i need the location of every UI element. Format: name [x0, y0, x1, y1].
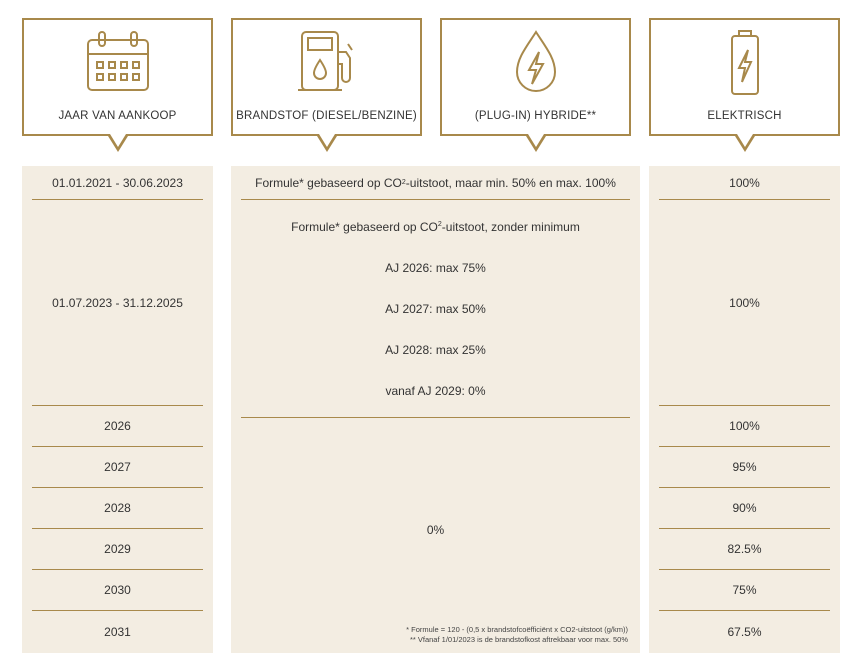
- footnote-formula: * Formule = 120 - (0,5 x brandstofcoëffi…: [406, 625, 628, 634]
- aj-2028-line: AJ 2028: max 25%: [385, 342, 486, 357]
- formula-text-a: Formule* gebaseerd op CO: [255, 175, 402, 190]
- aj-2029-line: vanaf AJ 2029: 0%: [385, 383, 486, 398]
- fuel-hybrid-column: Formule* gebaseerd op CO 2 -uitstoot, maar…: [231, 166, 640, 653]
- electric-cell: 90%: [659, 488, 830, 529]
- header-hybrid: (PLUG-IN) HYBRIDE**: [440, 18, 631, 152]
- year-cell: 01.07.2023 - 31.12.2025: [32, 200, 203, 406]
- aj-2026-line: AJ 2026: max 75%: [385, 260, 486, 275]
- header-notch: [107, 134, 128, 152]
- header-fuel-label: BRANDSTOF (DIESEL/BENZINE): [236, 110, 417, 122]
- battery-icon: [730, 30, 759, 95]
- header-fuel: BRANDSTOF (DIESEL/BENZINE): [231, 18, 422, 152]
- co2-subscript: 2: [437, 220, 442, 228]
- header-electric: ELEKTRISCH: [649, 18, 840, 152]
- formula-no-min-cell: Formule* gebaseerd op CO2-uitstoot, zond…: [241, 200, 630, 418]
- formula-min-cell: Formule* gebaseerd op CO 2 -uitstoot, maar…: [241, 166, 630, 200]
- drop-bolt-icon: [515, 30, 556, 92]
- header-year: JAAR VAN AANKOOP: [22, 18, 213, 152]
- fuel-pump-icon: [297, 31, 353, 91]
- year-cell: 01.01.2021 - 30.06.2023: [32, 166, 203, 200]
- formula-no-min-line: Formule* gebaseerd op CO2-uitstoot, zond…: [291, 220, 580, 234]
- formula-text-d: -uitstoot, zonder minimum: [441, 219, 580, 234]
- year-cell: 2031: [104, 625, 131, 639]
- year-cell: 2030: [32, 570, 203, 611]
- electric-cell: 100%: [659, 200, 830, 406]
- header-notch: [525, 134, 546, 152]
- electric-cell: 100%: [659, 406, 830, 447]
- year-column: 01.01.2021 - 30.06.2023 01.07.2023 - 31.…: [22, 166, 213, 653]
- aj-2027-line: AJ 2027: max 50%: [385, 301, 486, 316]
- electric-cell: 82.5%: [659, 529, 830, 570]
- electric-cell: 100%: [659, 166, 830, 200]
- year-cell: 2028: [32, 488, 203, 529]
- header-notch: [734, 134, 755, 152]
- year-cell: 2029: [32, 529, 203, 570]
- electric-cell: 95%: [659, 447, 830, 488]
- year-cell: 2027: [32, 447, 203, 488]
- electric-cell: 75%: [659, 570, 830, 611]
- year-cell: 2026: [32, 406, 203, 447]
- header-electric-label: ELEKTRISCH: [707, 110, 782, 122]
- header-year-label: JAAR VAN AANKOOP: [58, 110, 177, 122]
- zero-cell: 0%: [426, 522, 445, 537]
- formula-text-b: -uitstoot, maar min. 50% en max. 100%: [405, 175, 616, 190]
- formula-text-c: Formule* gebaseerd op CO: [291, 219, 438, 234]
- co2-subscript: 2: [401, 179, 406, 186]
- electric-column: 100% 100% 100% 95% 90% 82.5% 75% 67.5%: [649, 166, 840, 653]
- header-hybrid-label: (PLUG-IN) HYBRIDE**: [474, 110, 597, 122]
- footnotes: * Formule = 120 - (0,5 x brandstofcoëffi…: [406, 625, 628, 645]
- calendar-icon: [86, 31, 149, 91]
- electric-cell: 67.5%: [727, 625, 762, 639]
- footnote-hybrid: ** Vfanaf 1/01/2023 is de brandstofkost …: [409, 635, 628, 644]
- header-notch: [316, 134, 337, 152]
